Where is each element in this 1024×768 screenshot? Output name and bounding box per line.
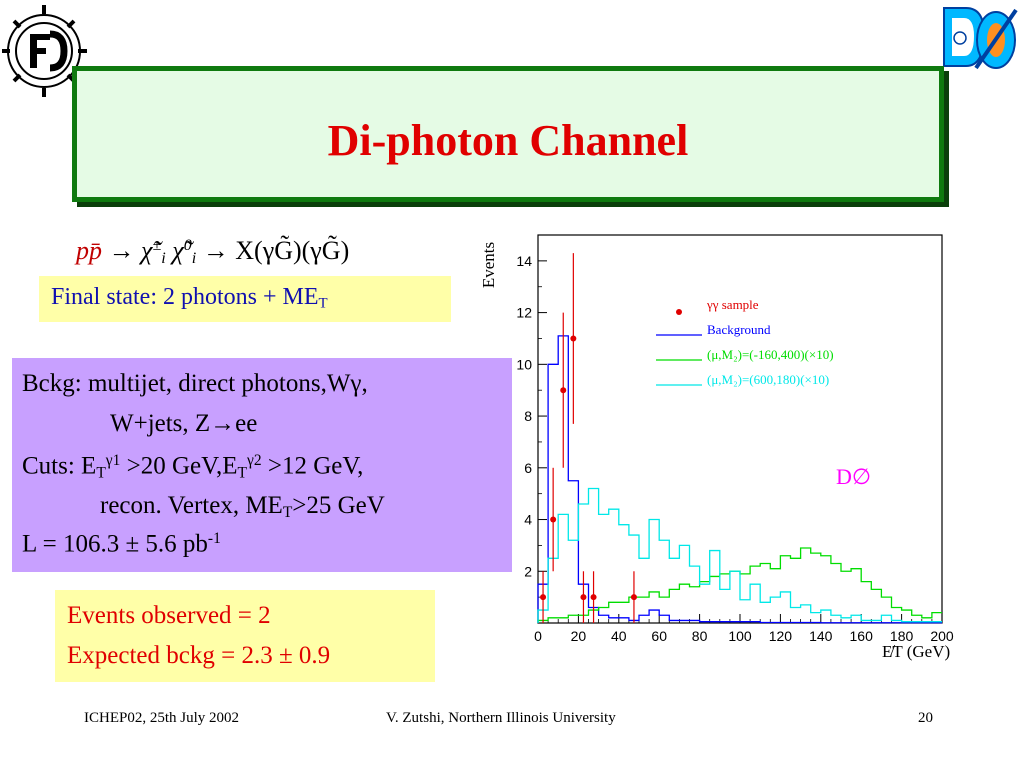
- formula-arrow2: →: [202, 236, 229, 265]
- cuts-label: Cuts: E: [22, 452, 97, 480]
- x-tick-label: 60: [651, 628, 667, 644]
- x-tick-label: 160: [850, 628, 874, 644]
- data-point: [540, 594, 547, 601]
- bckg-line-2: W+jets, Z→ee: [110, 410, 258, 437]
- final-state-box: Final state: 2 photons + MET: [39, 276, 451, 322]
- x-tick-label: 120: [769, 628, 793, 644]
- data-point: [630, 594, 637, 601]
- results-box: Events observed = 2 Expected bckg = 2.3 …: [55, 590, 435, 682]
- x-axis-label: E̸T (GeV): [882, 642, 950, 661]
- cuts-text-b: >20 GeV,E: [120, 452, 238, 480]
- events-observed: Events observed = 2: [67, 602, 271, 629]
- legend-label-3: (μ,M₂)=(600,180)(×10): [707, 372, 829, 387]
- legend-label-1: Background: [707, 322, 771, 337]
- legend-label-0: γγ sample: [706, 297, 759, 312]
- data-point: [560, 387, 567, 394]
- legend-label-2: (μ,M₂)=(-160,400)(×10): [707, 347, 834, 362]
- formula-chi-0-sup: 0: [183, 237, 192, 255]
- formula-lhs: pp̄: [76, 236, 102, 265]
- formula-chi-pm: χ̃: [141, 236, 153, 265]
- cuts-sub-2: T: [237, 464, 247, 482]
- data-point: [580, 594, 587, 601]
- x-tick-label: 40: [611, 628, 627, 644]
- vertex-sub: T: [282, 503, 293, 521]
- title-box: Di-photon Channel: [72, 66, 944, 202]
- lumi-sup: -1: [207, 530, 221, 547]
- y-axis-label: Events: [479, 242, 498, 288]
- x-tick-label: 140: [809, 628, 833, 644]
- formula-arrow: →: [108, 236, 135, 265]
- bckg-line-3: Cuts: ETγ1 >20 GeV,ETγ2 >12 GeV,: [22, 452, 363, 482]
- cuts-sup-2: γ2: [246, 452, 262, 469]
- lumi-text: L = 106.3 ± 5.6 pb: [22, 530, 208, 558]
- data-point: [590, 594, 597, 601]
- y-tick-label: 10: [516, 356, 532, 372]
- final-state-sub: T: [318, 295, 328, 312]
- vertex-text-b: >25 GeV: [292, 492, 385, 519]
- formula-chi-0-sub: i: [191, 250, 197, 268]
- vertex-text: recon. Vertex, ME: [100, 492, 283, 519]
- y-tick-label: 12: [516, 305, 532, 321]
- bckg-line-5: L = 106.3 ± 5.6 pb-1: [22, 530, 221, 559]
- plot-frame: [537, 234, 943, 624]
- signal-1-histogram: [537, 547, 942, 623]
- bckg-line-1: Bckg: multijet, direct photons,Wγ,: [22, 370, 368, 397]
- d0-annotation: D∅: [836, 464, 871, 489]
- process-formula: pp̄ → χ̃±i χ̃0i → X(γG̃)(γG̃): [76, 236, 349, 268]
- y-tick-label: 8: [524, 408, 532, 424]
- footer-author: V. Zutshi, Northern Illinois University: [386, 710, 616, 726]
- legend-marker-data: [676, 309, 682, 315]
- footer-conference: ICHEP02, 25th July 2002: [84, 710, 240, 726]
- final-state-label: Final state: 2 photons + ME: [51, 284, 319, 310]
- formula-chi-pm-sup: ±: [152, 237, 162, 255]
- formula-chi-0: χ̃: [172, 236, 184, 265]
- data-point: [570, 335, 577, 342]
- met-histogram-chart: 0 20 40 60 80 100 120 140 160 180 200 2 4 6 8 10 12 14 γγ…: [479, 234, 954, 661]
- cuts-sub-1: T: [96, 464, 106, 482]
- x-tick-label: 100: [728, 628, 752, 644]
- x-tick-label: 0: [534, 628, 542, 644]
- x-tick-label: 20: [571, 628, 587, 644]
- signal-2-histogram: [537, 487, 942, 623]
- formula-rhs: X(γG̃)(γG̃): [235, 236, 350, 265]
- fermilab-logo: [2, 5, 87, 97]
- data-point: [550, 516, 557, 523]
- x-tick-label: 180: [890, 628, 914, 644]
- final-state-text: Final state: 2 photons + MET: [51, 284, 328, 313]
- y-tick-label: 6: [524, 460, 532, 476]
- bckg-line-4: recon. Vertex, MET>25 GeV: [100, 492, 385, 522]
- d0-logo: [943, 7, 1018, 70]
- y-tick-label: 14: [516, 253, 532, 269]
- x-tick-label: 200: [930, 628, 954, 644]
- y-tick-label: 2: [524, 563, 532, 579]
- background-box: Bckg: multijet, direct photons,Wγ, W+jet…: [12, 358, 512, 572]
- footer-page-number: 20: [918, 710, 933, 726]
- cuts-sup-1: γ1: [105, 452, 121, 469]
- formula-chi-pm-sub: i: [161, 250, 166, 268]
- expected-background: Expected bckg = 2.3 ± 0.9: [67, 642, 331, 669]
- x-tick-label: 80: [692, 628, 708, 644]
- cuts-text-c: >12 GeV,: [261, 452, 364, 480]
- background-histogram: [537, 335, 942, 624]
- y-tick-label: 4: [524, 512, 532, 528]
- slide-title: Di-photon Channel: [327, 116, 689, 165]
